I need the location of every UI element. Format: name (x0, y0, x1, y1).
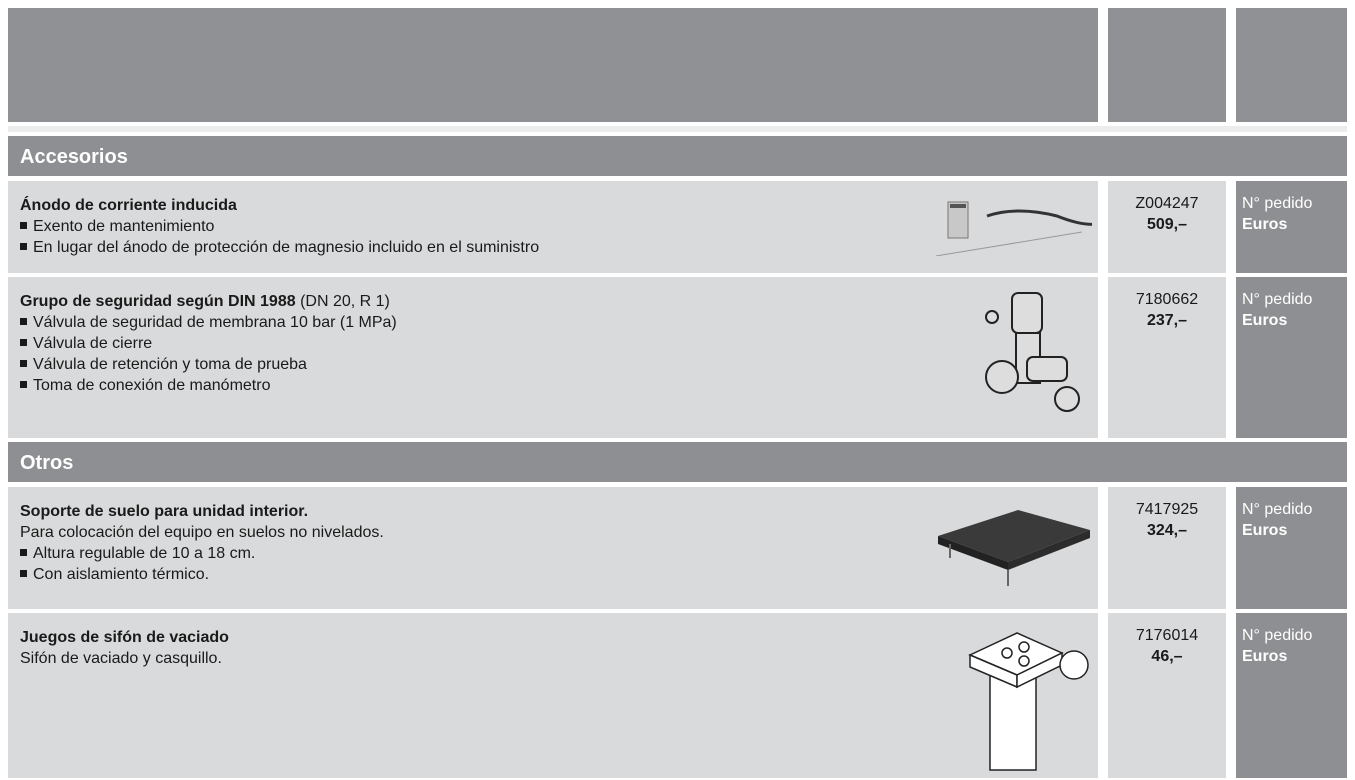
item-title: Juegos de sifón de vaciado (20, 629, 229, 646)
item-code: 7176014 (1135, 627, 1199, 644)
bullet-text: Exento de mantenimiento (33, 218, 215, 235)
bullet-item: Altura regulable de 10 a 18 cm. (20, 543, 1086, 564)
bullet-icon (20, 549, 27, 556)
currency-label: Euros (1242, 648, 1288, 665)
item-cell: Soporte de suelo para unidad interior. Pa… (8, 487, 1098, 609)
bullet-item: Válvula de retención y toma de prueba (20, 354, 1086, 375)
code-cell: 7176014 46,– (1108, 613, 1226, 778)
order-label: N° pedido (1242, 195, 1313, 212)
bullet-icon (20, 381, 27, 388)
item-title-line: Soporte de suelo para unidad interior. (20, 501, 1086, 522)
item-code: 7417925 (1135, 501, 1199, 518)
header-main (8, 8, 1098, 122)
item-title: Ánodo de corriente inducida (20, 197, 237, 214)
product-image (938, 500, 1098, 595)
bullet-text: Válvula de cierre (33, 335, 153, 352)
bullet-text: Con aislamiento térmico. (33, 566, 210, 583)
item-description: Sifón de vaciado y casquillo. (20, 650, 222, 667)
bullet-text: Válvula de retención y toma de prueba (33, 356, 307, 373)
code-cell: Z004247 509,– (1108, 181, 1226, 273)
code-cell: 7180662 237,– (1108, 277, 1226, 438)
header-strip (8, 126, 1347, 132)
label-cell: N° pedido Euros (1236, 277, 1347, 438)
currency-label: Euros (1242, 216, 1288, 233)
order-label: N° pedido (1242, 627, 1313, 644)
order-label: N° pedido (1242, 291, 1313, 308)
currency-label: Euros (1242, 312, 1288, 329)
section-header: Accesorios (8, 136, 1347, 176)
bullet-text: Toma de conexión de manómetro (33, 377, 271, 394)
item-title: Grupo de seguridad según DIN 1988 (20, 293, 296, 310)
item-cell: Grupo de seguridad según DIN 1988 (DN 20… (8, 277, 1098, 438)
header-code (1108, 8, 1226, 122)
header-label (1236, 8, 1347, 122)
label-cell: N° pedido Euros (1236, 181, 1347, 273)
item-cell: Juegos de sifón de vaciado Sifón de vacia… (8, 613, 1098, 778)
bullet-icon (20, 360, 27, 367)
bullet-item: En lugar del ánodo de protección de magn… (20, 237, 1086, 258)
item-title: Soporte de suelo para unidad interior. (20, 503, 309, 520)
bullet-icon (20, 243, 27, 250)
item-code: Z004247 (1135, 195, 1199, 212)
product-image (972, 287, 1102, 432)
item-title-line: Juegos de sifón de vaciado (20, 627, 1086, 648)
item-price: 237,– (1146, 312, 1188, 329)
label-cell: N° pedido Euros (1236, 487, 1347, 609)
bullet-icon (20, 318, 27, 325)
bullet-text: En lugar del ánodo de protección de magn… (33, 239, 540, 256)
bullet-item: Con aislamiento térmico. (20, 564, 1086, 585)
item-code: 7180662 (1135, 291, 1199, 308)
label-cell: N° pedido Euros (1236, 613, 1347, 778)
bullet-icon (20, 339, 27, 346)
bullet-icon (20, 570, 27, 577)
bullet-text: Altura regulable de 10 a 18 cm. (33, 545, 256, 562)
product-image (962, 625, 1092, 780)
order-label: N° pedido (1242, 501, 1313, 518)
item-description: Para colocación del equipo en suelos no … (20, 524, 384, 541)
item-price: 324,– (1146, 522, 1188, 539)
product-image (932, 196, 1098, 261)
item-title-line: Grupo de seguridad según DIN 1988 (DN 20… (20, 291, 1086, 312)
item-title-line: Ánodo de corriente inducida (20, 195, 1086, 216)
bullet-item: Válvula de cierre (20, 333, 1086, 354)
section-header: Otros (8, 442, 1347, 482)
item-price: 509,– (1146, 216, 1188, 233)
item-price: 46,– (1151, 648, 1183, 665)
bullet-item: Válvula de seguridad de membrana 10 bar … (20, 312, 1086, 333)
bullet-item: Exento de mantenimiento (20, 216, 1086, 237)
bullet-item: Toma de conexión de manómetro (20, 375, 1086, 396)
currency-label: Euros (1242, 522, 1288, 539)
code-cell: 7417925 324,– (1108, 487, 1226, 609)
bullet-icon (20, 222, 27, 229)
item-cell: Ánodo de corriente inducida Exento de man… (8, 181, 1098, 273)
bullet-text: Válvula de seguridad de membrana 10 bar … (33, 314, 397, 331)
item-title-suffix: (DN 20, R 1) (300, 293, 390, 310)
